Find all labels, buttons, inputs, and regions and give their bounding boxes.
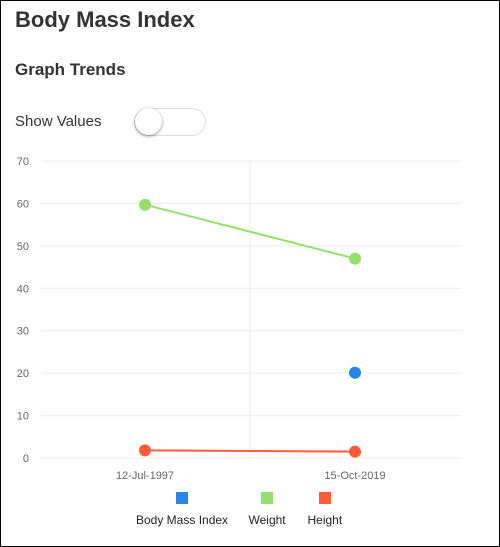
chart-grid: [41, 160, 461, 459]
x-tick-label: 12-Jul-1997: [116, 470, 174, 482]
y-tick-label: 10: [17, 411, 29, 423]
legend-label: Body Mass Index: [136, 513, 229, 527]
toggle-knob[interactable]: [135, 108, 162, 135]
legend-swatch: [318, 492, 331, 504]
series-line-weight: [144, 203, 356, 260]
show-values-toggle[interactable]: [134, 108, 206, 136]
legend-item-height[interactable]: Height: [307, 491, 343, 529]
legend-swatch: [176, 492, 189, 504]
series-line-height: [144, 449, 356, 453]
data-point-body-mass-index[interactable]: [349, 366, 361, 379]
data-point-weight[interactable]: [139, 198, 151, 211]
legend-item-weight[interactable]: Weight: [249, 491, 286, 529]
data-point-weight[interactable]: [349, 252, 361, 265]
bmi-trend-chart: 0 10 20 30 40 50 60 70 12-Jul-1997 15-Oct-2019: [17, 156, 461, 482]
chart-series: [139, 198, 361, 458]
y-tick-label: 50: [17, 241, 29, 253]
section-title: Graph Trends: [15, 60, 126, 79]
legend-label: Weight: [248, 513, 286, 527]
y-tick-label: 20: [17, 368, 29, 380]
y-tick-label: 40: [17, 283, 29, 295]
y-tick-label: 70: [17, 156, 29, 168]
data-point-height[interactable]: [139, 444, 151, 457]
legend-label: Height: [307, 513, 343, 527]
x-tick-label: 15-Oct-2019: [324, 470, 385, 482]
page-title: Body Mass Index: [15, 7, 195, 32]
legend-swatch: [261, 492, 274, 504]
y-tick-label: 0: [23, 453, 29, 465]
chart-axes: 0 10 20 30 40 50 60 70 12-Jul-1997 15-Oct-2019: [17, 156, 386, 482]
y-tick-label: 30: [17, 326, 29, 338]
data-point-height[interactable]: [349, 445, 361, 458]
show-values-label: Show Values: [15, 113, 102, 130]
legend-item-body-mass-index[interactable]: Body Mass Index: [136, 491, 228, 529]
y-tick-label: 60: [17, 198, 29, 210]
chart-legend: Body Mass Index Weight Height: [1, 491, 500, 531]
